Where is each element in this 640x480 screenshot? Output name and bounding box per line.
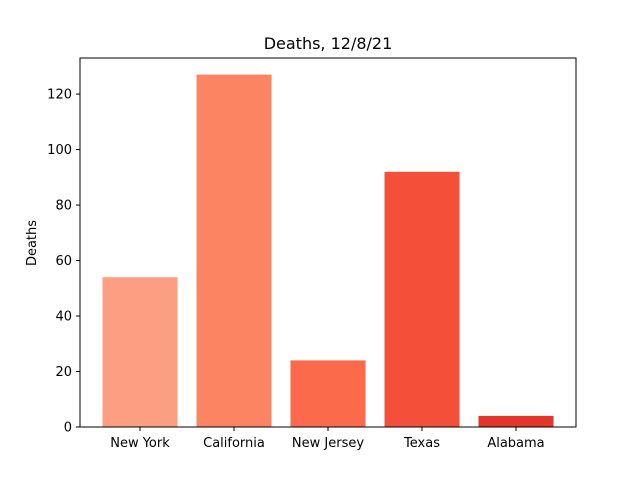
plot-frame	[79, 57, 577, 428]
x-tick-label: California	[203, 436, 265, 451]
bar-alabama	[478, 415, 554, 427]
bar-texas	[384, 171, 460, 427]
y-tick-label: 60	[55, 254, 72, 269]
x-axis-ticks: New York California New Jersey Texas Alabama	[110, 427, 545, 451]
bars	[102, 74, 554, 427]
x-tick-label: New Jersey	[292, 436, 364, 451]
y-tick-label: 0	[64, 421, 72, 436]
bar-new-jersey	[290, 360, 366, 427]
x-tick-label: New York	[110, 436, 170, 451]
y-tick-label: 100	[47, 143, 72, 158]
y-tick-label: 20	[55, 365, 72, 380]
y-tick-label: 40	[55, 310, 72, 325]
chart-title: Deaths, 12/8/21	[264, 34, 393, 53]
x-tick-label: Texas	[403, 436, 440, 451]
y-tick-label: 120	[47, 88, 72, 103]
y-axis-ticks: 0 20 40 60 80 100 120	[47, 88, 80, 436]
bar-california	[196, 74, 272, 427]
y-axis-title: Deaths	[25, 220, 40, 266]
bar-new-york	[102, 277, 178, 427]
x-tick-label: Alabama	[487, 436, 544, 451]
y-tick-label: 80	[55, 199, 72, 214]
